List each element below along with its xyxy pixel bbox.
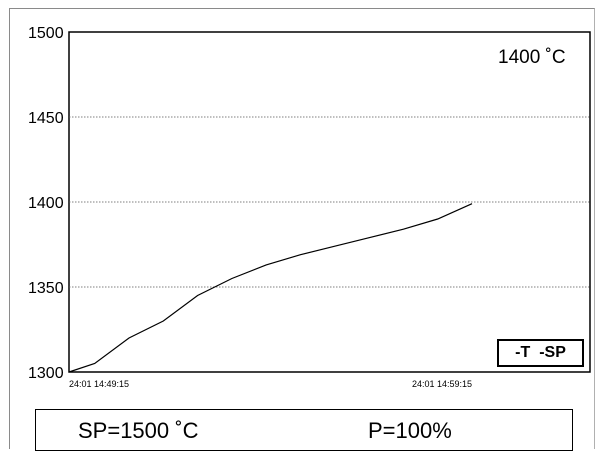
x-tick-label: 24:01 14:49:15: [69, 379, 129, 389]
status-bar: SP=1500 ˚C P=100%: [35, 409, 573, 451]
y-tick-labels: 1500 1450 1400 1350 1300: [28, 25, 64, 382]
power-value: P=100%: [368, 418, 452, 443]
chart-frame: [9, 8, 595, 449]
x-tick-label: 24:01 14:59:15: [412, 379, 472, 389]
y-tick-label: 1300: [28, 365, 64, 382]
legend-item-sp: -SP: [539, 344, 566, 361]
x-tick-labels: 24:01 14:49:15 24:01 14:59:15: [69, 379, 472, 389]
legend: -T -SP: [497, 339, 584, 367]
plot-area: [68, 31, 591, 373]
y-tick-label: 1450: [28, 110, 64, 127]
legend-item-t: -T: [515, 344, 531, 361]
series-line-t: [68, 203, 473, 373]
y-tick-label: 1350: [28, 280, 64, 297]
setpoint-value: SP=1500 ˚C: [78, 418, 199, 443]
current-temperature-readout: 1400 ˚C: [498, 47, 566, 68]
y-tick-label: 1500: [28, 25, 64, 42]
y-tick-label: 1400: [28, 195, 64, 212]
